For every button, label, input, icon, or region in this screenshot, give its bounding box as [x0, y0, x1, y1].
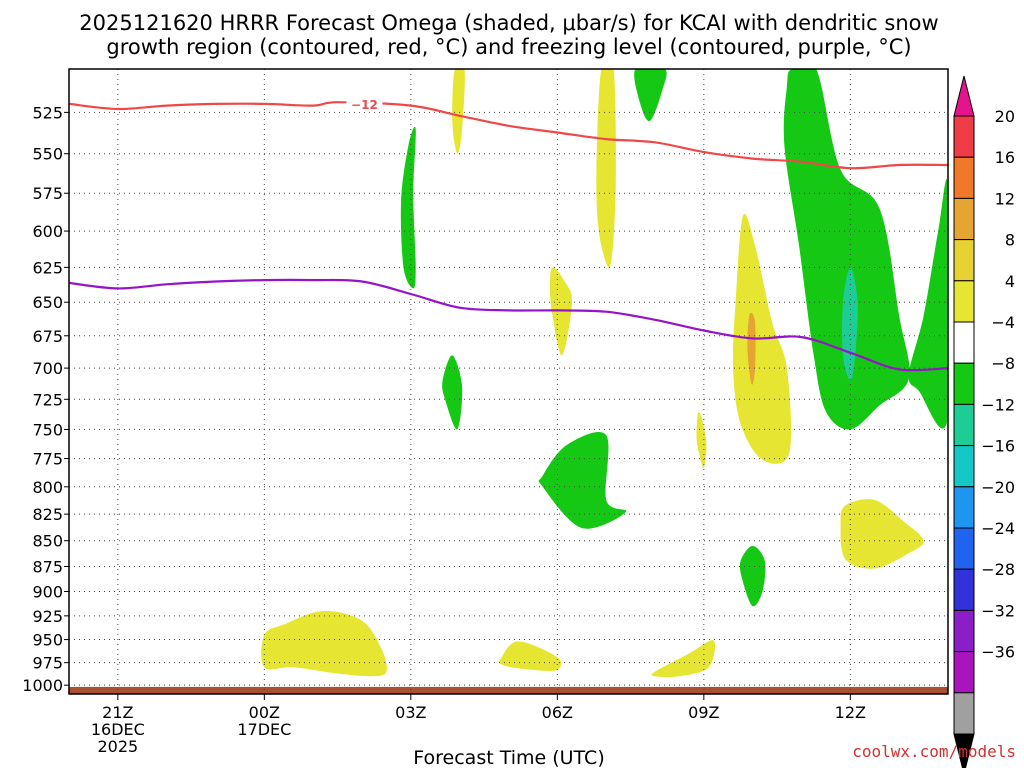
colorbar-level-label: −8: [991, 354, 1015, 373]
colorbar-swatch: [953, 609, 975, 653]
chart-title-line2: growth region (contoured, red, °C) and f…: [106, 35, 911, 59]
x-tick-label: 00Z: [249, 703, 280, 722]
y-tick-label: 675: [32, 327, 63, 346]
y-tick-label: 825: [32, 505, 63, 524]
colorbar-level-label: 20: [995, 107, 1015, 126]
colorbar-swatch: [953, 445, 975, 488]
colorbar-swatch: [953, 362, 975, 405]
colorbar-swatch: [953, 527, 975, 570]
y-tick-label: 800: [32, 478, 63, 497]
colorbar-swatch: [953, 403, 975, 447]
omega-region-11: [400, 126, 416, 289]
y-tick-label: 750: [32, 420, 63, 439]
omega-region-15: [908, 179, 948, 429]
chart-title-line1: 2025121620 HRRR Forecast Omega (shaded, …: [79, 11, 938, 35]
y-tick-label: 850: [32, 532, 63, 551]
omega-region-8: [261, 610, 387, 677]
colorbar-swatch: [953, 486, 975, 529]
y-axis-ticks: 525 550 575 600 625 650 675 700 725 750 775 800 825 8…: [22, 103, 69, 695]
omega-region-1: [452, 69, 465, 154]
contour-label-bg: [346, 95, 383, 112]
y-tick-label: 900: [32, 582, 63, 601]
x-tick-label: 17DEC: [237, 720, 291, 739]
x-axis-label: Forecast Time (UTC): [413, 747, 604, 768]
colorbar-swatch: [953, 115, 975, 158]
omega-region-7: [840, 499, 924, 569]
x-tick-label: 06Z: [542, 703, 573, 722]
y-tick-label: 700: [32, 359, 63, 378]
y-tick-label: 650: [32, 293, 63, 312]
x-tick-label: 12Z: [835, 703, 866, 722]
surface-band: [69, 686, 948, 694]
y-tick-label: 525: [32, 103, 63, 122]
colorbar-under-arrow: [953, 733, 975, 768]
colorbar-swatch: [953, 197, 975, 241]
colorbar-level-label: 16: [995, 148, 1015, 167]
colorbar-level-label: −4: [991, 313, 1015, 332]
x-tick-label: 21Z: [102, 703, 133, 722]
x-tick-label: 16DEC: [91, 720, 145, 739]
colorbar-level-label: −28: [981, 560, 1015, 579]
colorbar-level-label: −12: [981, 395, 1015, 414]
colorbar-swatch: [953, 280, 975, 323]
colorbar-swatch: [953, 156, 975, 199]
colorbar-over-arrow: [953, 75, 975, 117]
x-tick-label: 03Z: [395, 703, 426, 722]
colorbar-level-label: −32: [981, 601, 1015, 620]
y-tick-label: 550: [32, 145, 63, 164]
plot-frame: [68, 68, 949, 695]
grid-lines: [69, 69, 948, 694]
y-tick-label: 600: [32, 222, 63, 241]
omega-region-5: [747, 312, 756, 385]
colorbar-level-label: −16: [981, 437, 1015, 456]
colorbar-level-label: −36: [981, 643, 1015, 662]
colorbar-swatch: [953, 692, 975, 735]
colorbar-level-label: −20: [981, 478, 1015, 497]
colorbar-level-label: 4: [1005, 272, 1015, 291]
omega-region-12: [634, 69, 667, 122]
omega-region-2: [596, 69, 616, 268]
omega-region-9: [499, 641, 562, 672]
y-tick-label: 725: [32, 390, 63, 409]
x-tick-label: 09Z: [688, 703, 719, 722]
freezing-level-line: [69, 278, 948, 372]
colorbar-level-label: 8: [1005, 231, 1015, 250]
colorbar-swatch: [953, 651, 975, 694]
omega-region-10: [651, 640, 716, 678]
y-tick-label: 1000: [22, 676, 63, 695]
credit-text: coolwx.com/models: [852, 742, 1016, 761]
y-tick-label: 875: [32, 557, 63, 576]
colorbar-level-label: 12: [995, 189, 1015, 208]
contour-lines: −12: [69, 95, 948, 372]
omega-region-13: [783, 69, 910, 430]
y-tick-label: 775: [32, 450, 63, 469]
colorbar-swatch: [953, 239, 975, 282]
omega-region-18: [739, 545, 766, 607]
dendritic-growth-line: [69, 101, 948, 170]
omega-shading: [69, 69, 948, 694]
omega-region-16: [442, 355, 463, 430]
colorbar-swatch: [953, 568, 975, 611]
x-tick-label: 2025: [97, 737, 138, 756]
y-tick-label: 575: [32, 184, 63, 203]
y-tick-label: 925: [32, 607, 63, 626]
y-tick-label: 950: [32, 631, 63, 650]
y-tick-label: 625: [32, 258, 63, 277]
y-tick-label: 975: [32, 654, 63, 673]
colorbar-level-label: −24: [981, 519, 1015, 538]
colorbar-swatch: [953, 321, 975, 364]
omega-region-6: [696, 411, 707, 468]
colorbar: 20 16 12 8 4 −4 −8 −12 −16 −20 −24 −28 −32 −36: [953, 75, 1015, 768]
omega-region-17: [538, 431, 627, 529]
contour-label: −12: [351, 98, 378, 112]
